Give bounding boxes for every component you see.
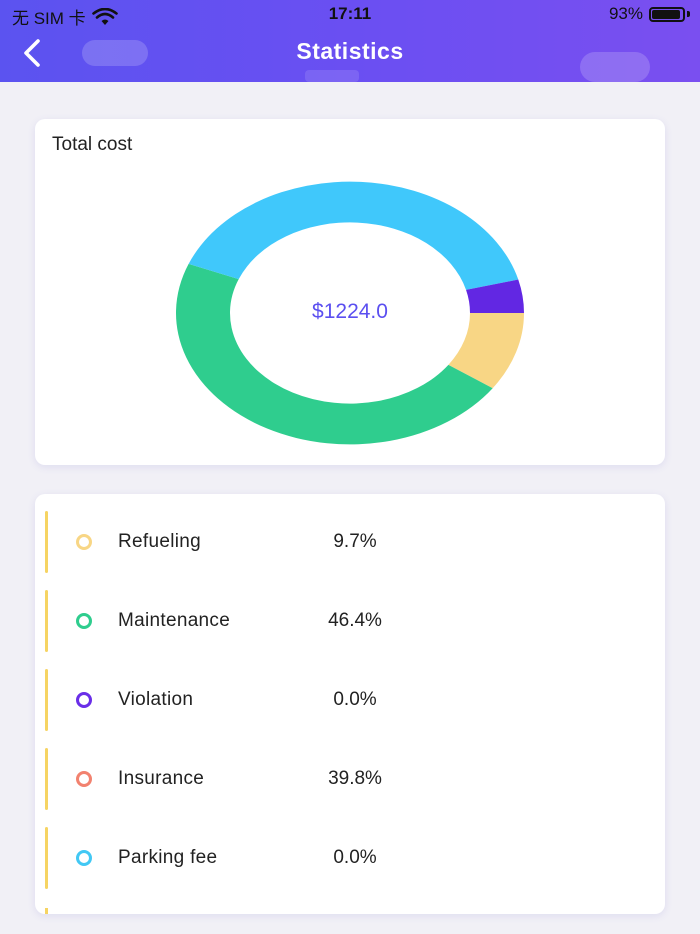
category-dot-icon	[76, 850, 92, 866]
page-title: Statistics	[296, 38, 404, 64]
category-percent: 0.0%	[333, 689, 377, 710]
row-accent-bar	[45, 669, 48, 731]
category-name: Refueling	[118, 531, 201, 552]
category-dot-icon	[76, 613, 92, 629]
donut-slice-refueling	[448, 313, 524, 389]
donut-slice-insurance	[188, 181, 519, 290]
cloud-decoration	[580, 52, 650, 82]
battery-icon	[649, 6, 685, 22]
nav-header: 无 SIM 卡 17:11 93% Statistics	[0, 0, 700, 82]
category-dot-icon	[76, 534, 92, 550]
battery-tip	[687, 11, 690, 17]
total-cost-value: $1224.0	[312, 300, 388, 323]
list-item[interactable]: Maintenance 46.4%	[35, 590, 665, 652]
category-name: Violation	[118, 689, 194, 710]
donut-slice-other	[466, 279, 524, 313]
total-cost-card: Total cost $1224.0	[35, 119, 665, 465]
list-item[interactable]: Violation 0.0%	[35, 669, 665, 731]
row-accent-bar	[45, 511, 48, 573]
row-accent-bar	[45, 590, 48, 652]
list-item[interactable]: Insurance 39.8%	[35, 748, 665, 810]
back-arrow-icon[interactable]	[18, 38, 48, 68]
donut-slice-maintenance	[175, 263, 493, 445]
carrier-label: 无 SIM 卡	[12, 9, 86, 28]
status-bar: 无 SIM 卡 17:11 93%	[0, 0, 700, 28]
list-item[interactable]: Refueling 9.7%	[35, 511, 665, 573]
clock: 17:11	[328, 4, 372, 23]
list-accent-bar	[45, 908, 48, 914]
category-percent: 39.8%	[328, 768, 382, 789]
donut-chart	[175, 181, 524, 445]
category-name: Maintenance	[118, 610, 231, 631]
card-title: Total cost	[52, 134, 133, 155]
row-accent-bar	[45, 827, 48, 889]
category-percent: 0.0%	[333, 847, 377, 868]
category-percent: 46.4%	[328, 610, 382, 631]
category-list-card: Refueling 9.7% Maintenance 46.4% Violation 0.…	[35, 494, 665, 914]
list-item[interactable]: Parking fee 0.0%	[35, 827, 665, 889]
row-accent-bar	[45, 748, 48, 810]
category-name: Parking fee	[118, 847, 218, 868]
wifi-icon	[91, 7, 118, 25]
battery-level	[652, 9, 680, 19]
category-dot-icon	[76, 771, 92, 787]
category-percent: 9.7%	[333, 531, 377, 552]
category-name: Insurance	[118, 768, 205, 789]
cloud-decoration	[305, 70, 359, 82]
cloud-decoration	[82, 40, 148, 66]
category-dot-icon	[76, 692, 92, 708]
battery-percent: 93%	[608, 4, 643, 23]
